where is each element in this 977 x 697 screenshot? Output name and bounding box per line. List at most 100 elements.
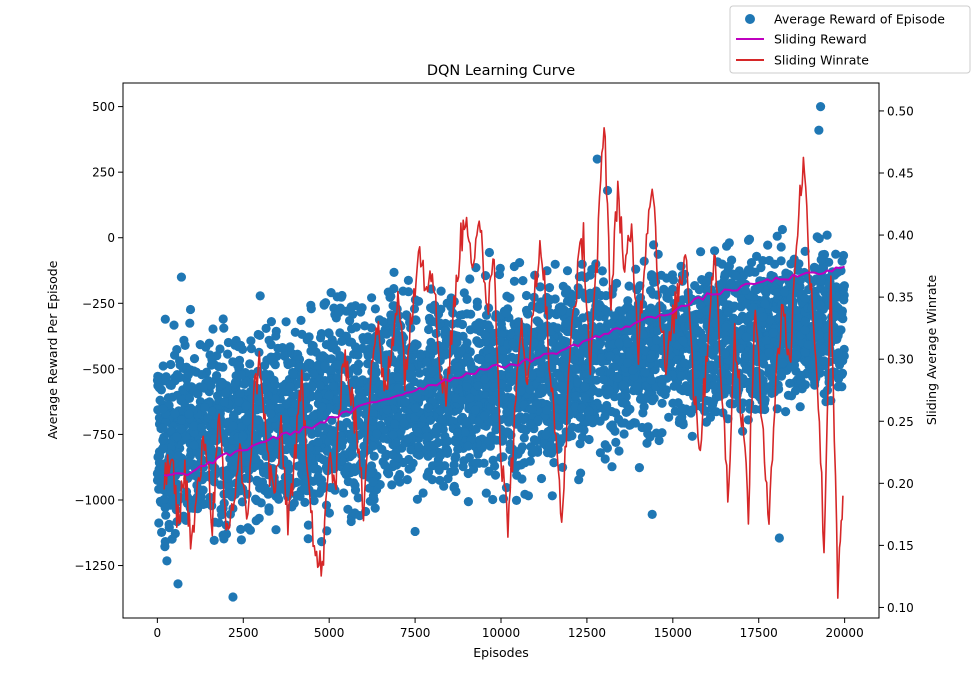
scatter-point [152,468,162,479]
scatter-point [529,446,539,456]
scatter-point [668,398,678,408]
scatter-point [768,328,778,338]
scatter-point [800,293,810,303]
scatter-point [532,316,542,326]
scatter-point [646,353,656,363]
scatter-point [387,480,397,490]
scatter-point [721,270,731,280]
scatter-point [473,449,483,459]
scatter-point [463,441,473,451]
scatter-point [246,344,256,354]
scatter-point [584,434,594,445]
scatter-point [309,464,319,474]
scatter-point [370,503,380,513]
scatter-point [185,318,195,328]
scatter-point [482,345,492,355]
scatter-point [791,350,802,360]
scatter-point [295,362,305,372]
scatter-point [484,353,494,363]
scatter-point [733,387,743,397]
scatter-point [815,300,825,310]
scatter-point [169,320,179,330]
y2-tick-label: 0.15 [887,539,914,553]
scatter-point [455,310,465,320]
scatter-point [161,510,171,520]
scatter-point [723,307,733,317]
scatter-point [760,395,770,405]
scatter-point [389,267,399,277]
scatter-point [158,404,168,414]
scatter-point [239,379,249,389]
scatter-point [463,497,473,507]
scatter-point [271,525,281,535]
scatter-point [727,255,737,265]
scatter-point [465,393,475,403]
scatter-point [557,306,567,316]
scatter-point [838,282,849,292]
scatter-point [263,487,274,497]
scatter-point [662,273,672,283]
scatter-point [300,497,310,507]
scatter-point [166,442,176,453]
scatter-point [623,338,633,348]
scatter-point [521,290,532,301]
scatter-point [162,556,172,566]
scatter-point [624,281,634,291]
scatter-point [547,491,557,501]
scatter-point [696,247,706,257]
scatter-point [241,401,251,411]
scatter-point [752,251,762,261]
scatter-point [722,335,732,345]
scatter-point [207,354,217,365]
scatter-point [824,279,834,289]
scatter-point [180,340,190,350]
scatter-point [378,317,388,327]
scatter-point [281,317,291,327]
scatter-point [598,277,609,287]
scatter-point [206,381,216,391]
scatter-point [251,494,261,504]
scatter-point [611,437,621,447]
scatter-point [414,442,424,452]
scatter-point [400,397,410,407]
scatter-point [471,320,481,330]
scatter-point [600,411,610,421]
scatter-point [619,429,629,439]
scatter-point [214,362,224,372]
scatter-point [602,443,613,453]
scatter-point [496,319,506,329]
scatter-point [795,402,805,412]
scatter-point [818,344,828,354]
scatter-point [200,402,210,413]
scatter-point [628,365,638,375]
scatter-point [546,448,557,458]
scatter-point [553,323,563,333]
y2-tick-label: 0.20 [887,477,914,491]
scatter-point [594,340,604,350]
scatter-point [604,385,615,395]
scatter-point [306,304,316,314]
scatter-point [184,409,194,419]
scatter-point [597,266,607,276]
scatter-point [271,331,281,341]
scatter-point [277,343,288,353]
scatter-point [484,247,494,258]
scatter-point [660,389,670,399]
y2-tick-label: 0.45 [887,166,914,180]
scatter-point [518,276,528,286]
scatter-point [761,335,772,345]
scatter-point [266,353,276,363]
scatter-point [343,462,353,472]
scatter-point [776,368,786,378]
scatter-point [733,397,744,407]
scatter-point [346,302,356,312]
scatter-point [382,405,392,415]
y-tick-label: −1250 [74,559,115,573]
scatter-point [653,249,663,259]
scatter-point [307,381,317,391]
scatter-point [743,235,754,245]
scatter-point [422,471,432,481]
scatter-point [192,389,202,399]
scatter-point [542,405,552,415]
scatter-point [470,405,480,415]
